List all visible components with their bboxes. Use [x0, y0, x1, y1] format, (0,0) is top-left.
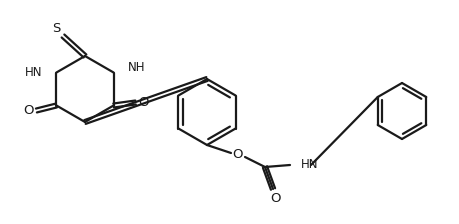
- Text: HN: HN: [300, 157, 318, 170]
- Text: O: O: [138, 96, 149, 109]
- Text: O: O: [23, 104, 34, 117]
- Text: HN: HN: [25, 66, 42, 79]
- Text: S: S: [52, 22, 60, 34]
- Text: O: O: [270, 192, 280, 205]
- Text: O: O: [232, 147, 243, 161]
- Text: NH: NH: [127, 61, 145, 74]
